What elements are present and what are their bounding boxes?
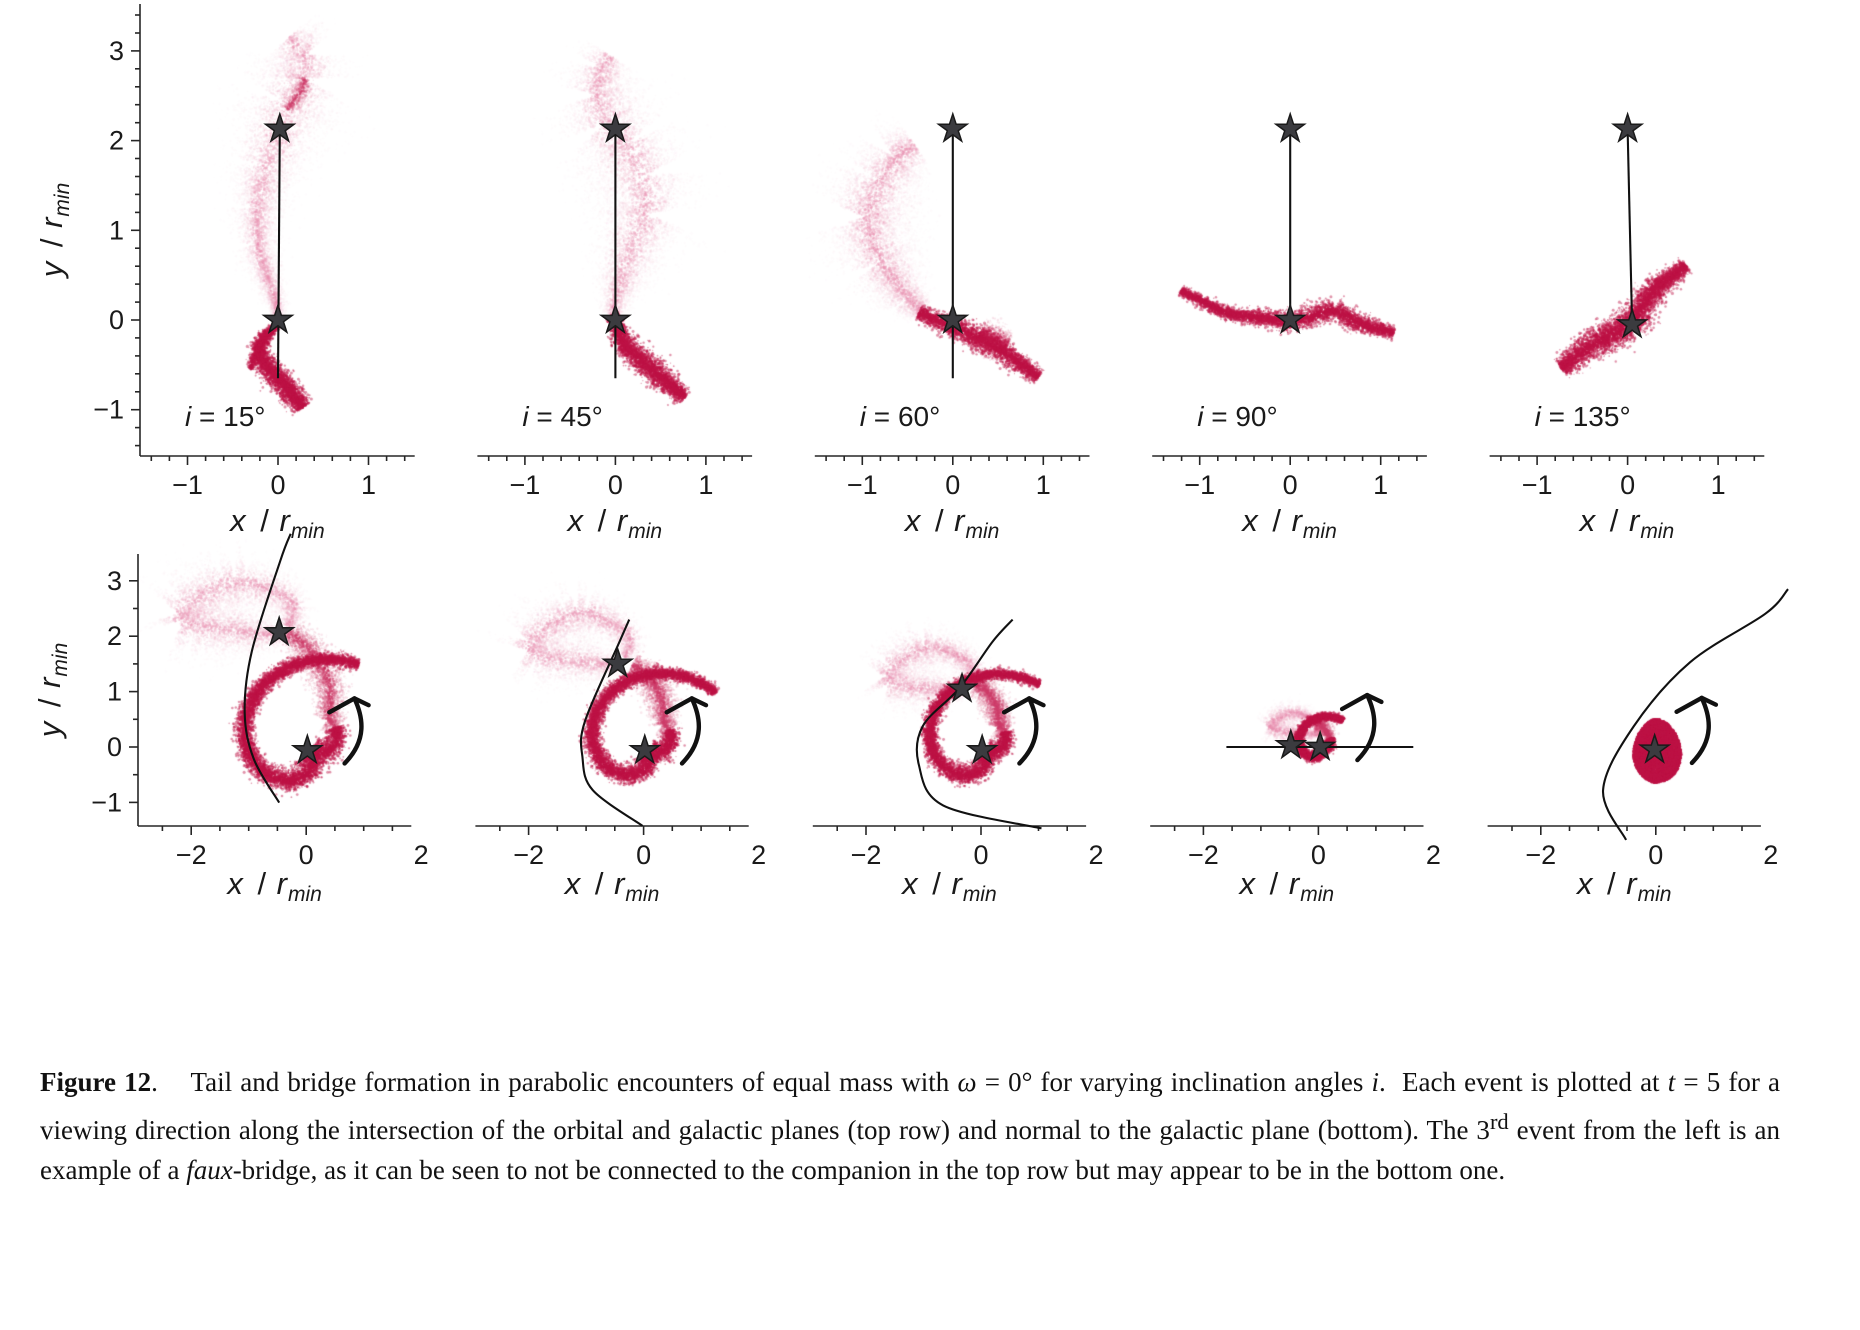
svg-text:2: 2 — [1426, 840, 1441, 870]
svg-text:−1: −1 — [1184, 470, 1215, 500]
svg-text:2: 2 — [107, 621, 122, 651]
svg-text:2: 2 — [1763, 840, 1778, 870]
svg-text:2: 2 — [109, 126, 124, 156]
svg-text:i = 90°: i = 90° — [1197, 401, 1278, 432]
svg-text:x / rmin: x / rmin — [563, 866, 660, 906]
svg-text:1: 1 — [698, 470, 713, 500]
svg-text:0: 0 — [299, 840, 314, 870]
svg-text:2: 2 — [751, 840, 766, 870]
svg-text:i = 135°: i = 135° — [1535, 401, 1631, 432]
svg-text:1: 1 — [361, 470, 376, 500]
svg-text:3: 3 — [109, 36, 124, 66]
svg-text:1: 1 — [1373, 470, 1388, 500]
svg-text:−1: −1 — [1522, 470, 1553, 500]
svg-text:−1: −1 — [91, 787, 122, 817]
svg-text:0: 0 — [973, 840, 988, 870]
svg-text:x / rmin: x / rmin — [1240, 503, 1337, 543]
svg-text:x / rmin: x / rmin — [1578, 503, 1675, 543]
svg-text:1: 1 — [107, 677, 122, 707]
svg-text:0: 0 — [107, 732, 122, 762]
svg-text:x / rmin: x / rmin — [903, 503, 1000, 543]
svg-text:0: 0 — [608, 470, 623, 500]
svg-text:x / rmin: x / rmin — [228, 503, 325, 543]
svg-text:2: 2 — [414, 840, 429, 870]
svg-text:0: 0 — [1311, 840, 1326, 870]
svg-text:−2: −2 — [851, 840, 882, 870]
svg-text:−1: −1 — [510, 470, 541, 500]
svg-text:2: 2 — [1088, 840, 1103, 870]
svg-text:−1: −1 — [172, 470, 203, 500]
svg-text:1: 1 — [1711, 470, 1726, 500]
svg-text:i = 15°: i = 15° — [185, 401, 266, 432]
svg-text:1: 1 — [1036, 470, 1051, 500]
svg-text:−2: −2 — [1188, 840, 1219, 870]
svg-text:y / rmin: y / rmin — [32, 643, 72, 740]
svg-text:0: 0 — [636, 840, 651, 870]
svg-text:0: 0 — [270, 470, 285, 500]
svg-text:3: 3 — [107, 566, 122, 596]
svg-text:y / rmin: y / rmin — [34, 183, 74, 280]
svg-text:i = 60°: i = 60° — [860, 401, 941, 432]
svg-text:x / rmin: x / rmin — [1238, 866, 1335, 906]
svg-text:1: 1 — [109, 215, 124, 245]
svg-text:0: 0 — [945, 470, 960, 500]
svg-text:−1: −1 — [93, 395, 124, 425]
svg-text:i = 45°: i = 45° — [522, 401, 603, 432]
svg-text:x / rmin: x / rmin — [225, 866, 322, 906]
svg-text:x / rmin: x / rmin — [900, 866, 997, 906]
svg-text:x / rmin: x / rmin — [566, 503, 663, 543]
svg-text:0: 0 — [1620, 470, 1635, 500]
svg-text:−2: −2 — [176, 840, 207, 870]
svg-text:−1: −1 — [847, 470, 878, 500]
svg-text:0: 0 — [109, 305, 124, 335]
svg-text:0: 0 — [1648, 840, 1663, 870]
svg-text:−2: −2 — [1525, 840, 1556, 870]
svg-text:−2: −2 — [513, 840, 544, 870]
svg-text:0: 0 — [1283, 470, 1298, 500]
svg-text:x / rmin: x / rmin — [1575, 866, 1672, 906]
